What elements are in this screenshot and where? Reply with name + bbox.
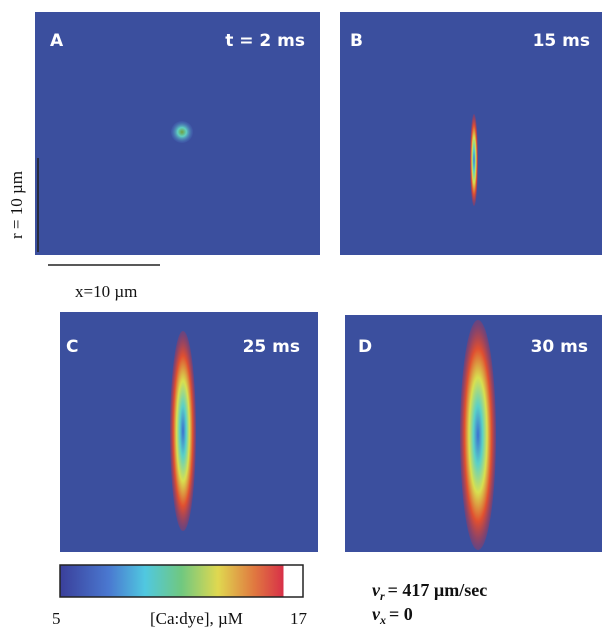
velocity-text: = 417 µm/sec bbox=[388, 580, 488, 600]
panel-time: t = 2 ms bbox=[225, 31, 305, 51]
panel-letter: B bbox=[350, 31, 363, 51]
velocity-x: vx = 0 bbox=[372, 604, 413, 627]
calcium-spot bbox=[171, 121, 193, 143]
panel-time: 25 ms bbox=[243, 337, 300, 357]
panel-letter: D bbox=[358, 337, 372, 357]
velocity-symbol: v bbox=[372, 580, 381, 600]
velocity-r: vr = 417 µm/sec bbox=[372, 580, 487, 603]
calcium-spot bbox=[470, 114, 478, 206]
panel-time: 30 ms bbox=[531, 337, 588, 357]
panel-letter: A bbox=[50, 31, 64, 51]
calcium-spot bbox=[460, 320, 496, 550]
colorbar-label: [Ca:dye], µM bbox=[150, 609, 243, 628]
calcium-spot bbox=[170, 331, 196, 531]
velocity-symbol: v bbox=[372, 604, 381, 624]
panel-time: 15 ms bbox=[533, 31, 590, 51]
velocity-subscript: x bbox=[379, 613, 386, 627]
velocity-subscript: r bbox=[380, 589, 385, 603]
panel-letter: C bbox=[66, 337, 78, 357]
colorbar-min: 5 bbox=[52, 609, 61, 628]
velocity-text: = 0 bbox=[389, 604, 413, 624]
scale-label-horizontal: x=10 µm bbox=[75, 282, 137, 301]
colorbar bbox=[59, 564, 304, 598]
scale-label-vertical: r = 10 µm bbox=[7, 171, 26, 239]
colorbar-max: 17 bbox=[290, 609, 308, 628]
